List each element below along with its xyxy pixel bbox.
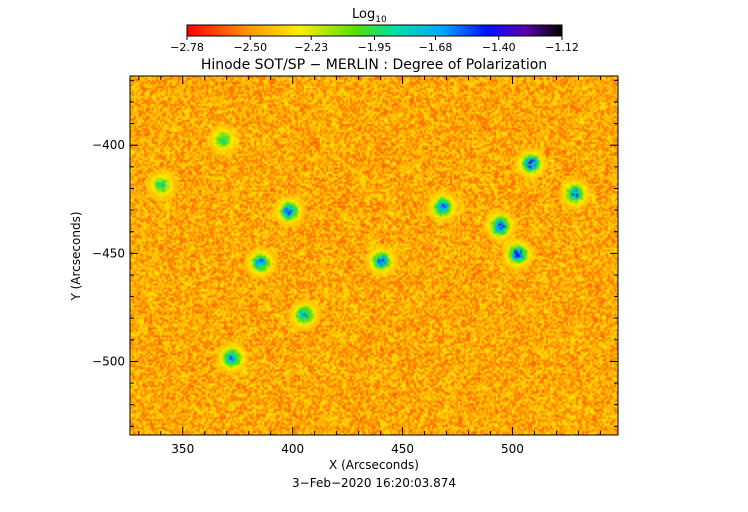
y-tick-label: −500: [92, 354, 125, 368]
date-label: 3−Feb−2020 16:20:03.874: [292, 476, 456, 490]
y-axis-ticks: −400 −450 −500: [92, 79, 618, 427]
y-axis-label: Y (Arcseconds): [69, 211, 83, 301]
y-tick-label: −400: [92, 138, 125, 152]
plot-frame: [129, 75, 619, 436]
heatmap-image: [130, 76, 618, 435]
colorbar-ticks: −2.78 −2.50 −2.23 −1.95 −1.68 −1.40 −1.12: [170, 36, 579, 54]
colorbar-tick-label: −2.50: [233, 41, 267, 54]
chart-title: Hinode SOT/SP − MERLIN : Degree of Polar…: [201, 57, 547, 73]
colorbar: [186, 24, 563, 37]
colorbar-tick-label: −1.40: [482, 41, 516, 54]
x-tick-label: 350: [171, 442, 194, 456]
colorbar-tick-label: −2.23: [294, 41, 328, 54]
colorbar-tick-label: −1.68: [419, 41, 453, 54]
x-axis-ticks: 350 400 450 500: [138, 76, 601, 456]
x-axis-label: X (Arcseconds): [329, 458, 419, 472]
y-tick-label: −450: [92, 246, 125, 260]
x-tick-label: 500: [501, 442, 524, 456]
colorbar-tick-label: −2.78: [170, 41, 204, 54]
colorbar-tick-label: −1.12: [545, 41, 579, 54]
x-tick-label: 450: [391, 442, 414, 456]
plot-area: [130, 76, 618, 435]
x-tick-label: 400: [281, 442, 304, 456]
colorbar-tick-label: −1.95: [358, 41, 392, 54]
colorbar-title: Log10: [352, 7, 387, 25]
